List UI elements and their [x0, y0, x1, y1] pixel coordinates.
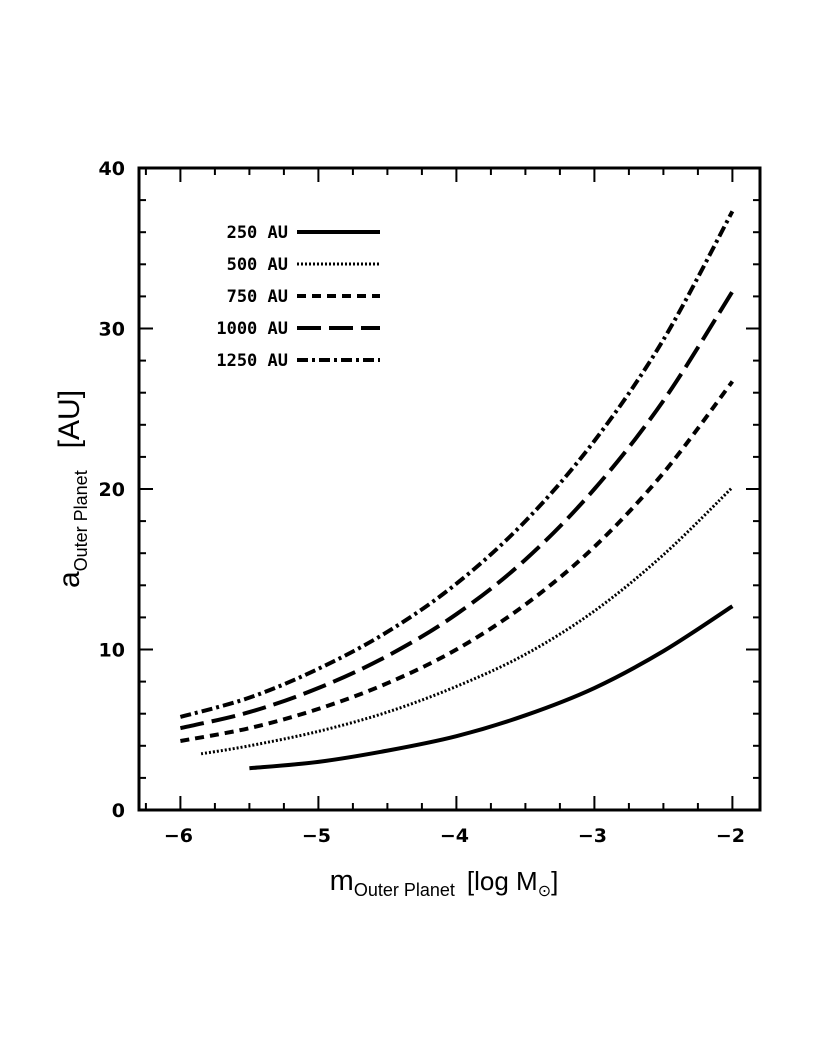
series-line-500-au — [200, 486, 734, 756]
y-tick-label: 20 — [99, 479, 125, 501]
x-axis-title-sub: Outer Planet — [354, 880, 455, 900]
legend-label-1000-au: 1000 AU — [216, 319, 288, 339]
axis-ticks: −6 −5 −4 −3 −2 0 10 20 30 40 — [99, 158, 760, 847]
y-tick-label: 30 — [99, 319, 125, 341]
series-line-1000-au — [179, 290, 735, 731]
y-axis-title-main: a — [53, 571, 86, 588]
series-group — [179, 210, 735, 771]
x-tick-label: −4 — [440, 825, 469, 847]
x-axis-title-unit-sub: ⊙ — [538, 883, 551, 900]
y-axis-title: aOuter Planet [AU] — [53, 390, 91, 588]
legend-label-1250-au: 1250 AU — [216, 351, 288, 371]
x-tick-label: −6 — [164, 825, 193, 847]
series-line-1250-au — [179, 210, 735, 719]
x-tick-label: −2 — [716, 825, 745, 847]
x-axis-title-unit-prefix: [log M — [467, 866, 538, 896]
y-tick-label: 0 — [112, 800, 125, 822]
y-tick-label: 40 — [99, 158, 125, 180]
y-tick-label: 10 — [99, 640, 125, 662]
legend-label-750-au: 750 AU — [227, 287, 288, 307]
x-axis-title-unit-suffix: ] — [551, 866, 558, 896]
legend-label-500-au: 500 AU — [227, 255, 288, 275]
series-line-750-au — [180, 380, 734, 743]
x-axis-title: mOuter Planet [log M⊙] — [330, 865, 559, 900]
y-axis-title-sub: Outer Planet — [71, 470, 91, 571]
series-line-250-au — [249, 604, 734, 771]
x-tick-label: −3 — [578, 825, 607, 847]
legend: 250 AU 500 AU 750 AU 1000 AU 1250 AU — [216, 223, 380, 371]
x-tick-label: −5 — [302, 825, 331, 847]
legend-label-250-au: 250 AU — [227, 223, 288, 243]
x-axis-title-main: m — [330, 865, 354, 897]
y-axis-title-unit: [AU] — [53, 390, 86, 448]
